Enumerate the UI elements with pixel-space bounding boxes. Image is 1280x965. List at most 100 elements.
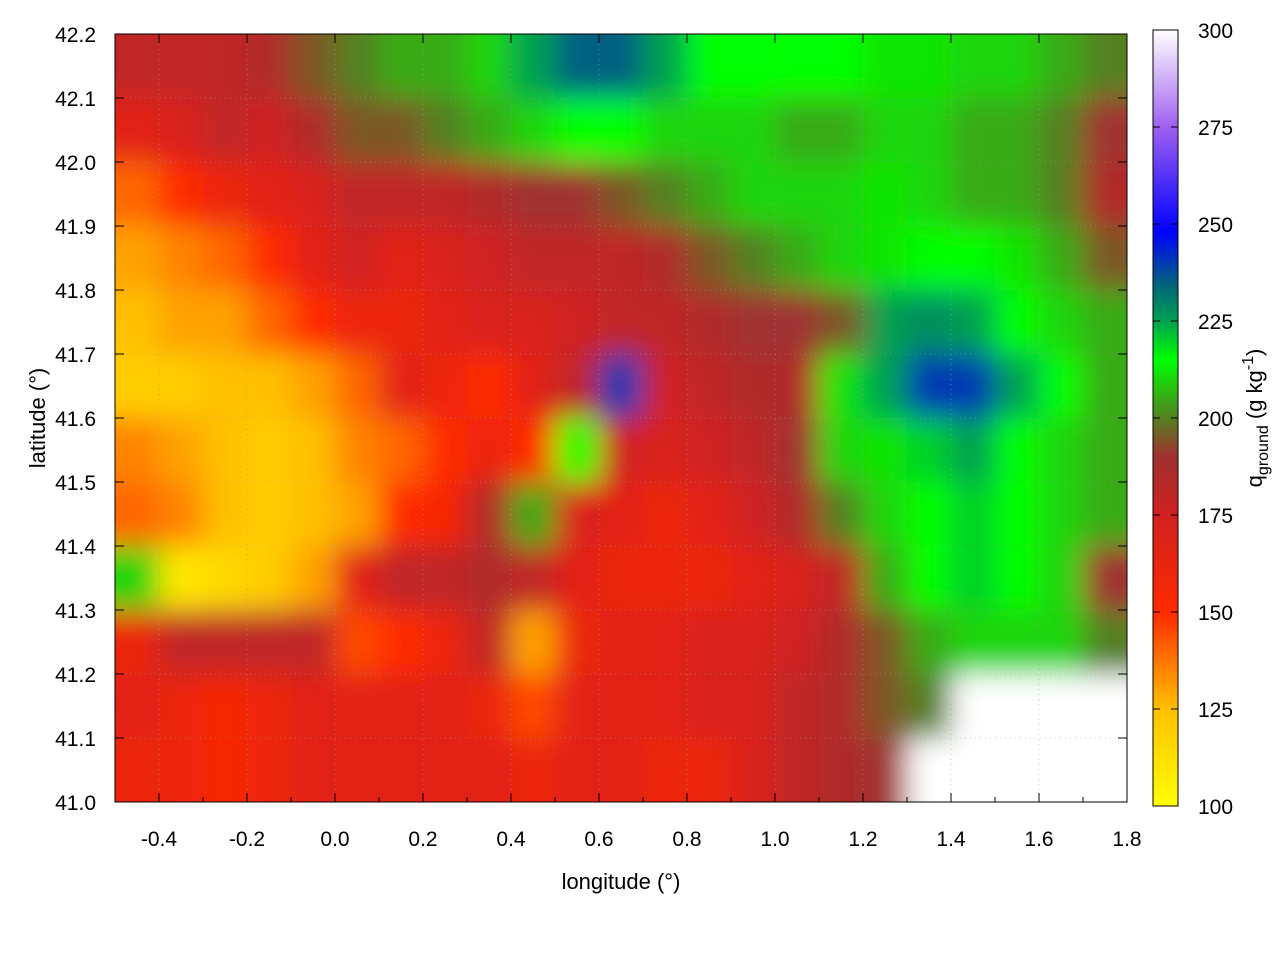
- heatmap-cell: [467, 418, 512, 483]
- heatmap-cell: [907, 546, 952, 611]
- heatmap-cell: [335, 34, 380, 99]
- heatmap-cell: [951, 546, 996, 611]
- heatmap-cell: [687, 546, 732, 611]
- heatmap-cell: [599, 610, 644, 675]
- heatmap-cell: [247, 34, 292, 99]
- heatmap-cell: [423, 98, 468, 163]
- heatmap-cell: [1039, 738, 1084, 802]
- heatmap-cell: [1083, 674, 1127, 739]
- heatmap-cell: [731, 674, 776, 739]
- y-axis-label: latitude (°): [25, 368, 50, 469]
- colorbar-tick-label: 175: [1198, 505, 1233, 528]
- x-tick-label: 0.8: [672, 828, 701, 851]
- heatmap-cell: [511, 354, 556, 419]
- heatmap-cell: [511, 98, 556, 163]
- heatmap-cell: [159, 98, 204, 163]
- heatmap-cell: [687, 610, 732, 675]
- heatmap-cell: [687, 418, 732, 483]
- heatmap-cell: [555, 674, 600, 739]
- heatmap-cell: [247, 418, 292, 483]
- heatmap-cell: [467, 34, 512, 99]
- heatmap-cell: [687, 482, 732, 547]
- heatmap-cell: [467, 162, 512, 227]
- heatmap-cell: [863, 482, 908, 547]
- heatmap-cell: [511, 418, 556, 483]
- heatmap-cell: [951, 290, 996, 355]
- heatmap-cell: [467, 546, 512, 611]
- heatmap-cell: [247, 354, 292, 419]
- heatmap-cell: [643, 418, 688, 483]
- heatmap-cell: [335, 546, 380, 611]
- heatmap-cell: [467, 738, 512, 802]
- heatmap-cell: [951, 226, 996, 291]
- heatmap-cell: [731, 162, 776, 227]
- heatmap-cell: [731, 226, 776, 291]
- heatmap-cell: [1039, 226, 1084, 291]
- heatmap-cell: [115, 418, 160, 483]
- heatmap-cell: [643, 610, 688, 675]
- heatmap-cell: [423, 418, 468, 483]
- heatmap-cell: [1083, 610, 1127, 675]
- heatmap-cell: [819, 98, 864, 163]
- heatmap-cell: [335, 610, 380, 675]
- heatmap-cell: [291, 354, 336, 419]
- heatmap-cell: [555, 610, 600, 675]
- heatmap-cell: [995, 674, 1040, 739]
- heatmap-cell: [907, 610, 952, 675]
- heatmap-cell: [1039, 418, 1084, 483]
- heatmap-cell: [907, 226, 952, 291]
- heatmap-cell: [907, 162, 952, 227]
- heatmap-cell: [643, 738, 688, 802]
- heatmap-cell: [995, 610, 1040, 675]
- heatmap-cell: [247, 162, 292, 227]
- heatmap-cell: [335, 162, 380, 227]
- heatmap-cell: [335, 674, 380, 739]
- heatmap-cell: [731, 546, 776, 611]
- heatmap-cell: [467, 226, 512, 291]
- heatmap-cell: [643, 290, 688, 355]
- heatmap-cell: [599, 290, 644, 355]
- heatmap-cell: [115, 354, 160, 419]
- heatmap-cell: [775, 162, 820, 227]
- heatmap-cell: [731, 610, 776, 675]
- heatmap-cell: [511, 290, 556, 355]
- heatmap-cell: [203, 418, 248, 483]
- heatmap-cell: [687, 226, 732, 291]
- heatmap-cell: [203, 162, 248, 227]
- heatmap-cell: [203, 354, 248, 419]
- heatmap-cell: [379, 738, 424, 802]
- heatmap-cell: [379, 418, 424, 483]
- heatmap-cell: [291, 738, 336, 802]
- heatmap-cell: [291, 546, 336, 611]
- heatmap-cell: [247, 98, 292, 163]
- heatmap-cell: [731, 98, 776, 163]
- heatmap-cell: [863, 610, 908, 675]
- heatmap-cell: [1039, 610, 1084, 675]
- heatmap-cell: [423, 34, 468, 99]
- heatmap-cell: [379, 290, 424, 355]
- y-tick-label: 41.1: [55, 728, 96, 751]
- heatmap-cell: [775, 226, 820, 291]
- heatmap-cell: [467, 482, 512, 547]
- colorbar-label: qground (g kg-1): [1240, 349, 1272, 488]
- heatmap-cell: [247, 482, 292, 547]
- heatmap-cell: [1083, 418, 1127, 483]
- heatmap-cell: [335, 418, 380, 483]
- heatmap-cell: [775, 738, 820, 802]
- heatmap-cell: [907, 674, 952, 739]
- heatmap-cell: [643, 674, 688, 739]
- heatmap-cell: [115, 162, 160, 227]
- heatmap-cell: [863, 354, 908, 419]
- y-tick-label: 41.7: [55, 344, 96, 367]
- colorbar-tick-label: 275: [1198, 117, 1233, 140]
- heatmap-cell: [599, 162, 644, 227]
- y-tick-label: 41.0: [55, 792, 96, 815]
- heatmap-cell: [291, 290, 336, 355]
- heatmap-cell: [775, 290, 820, 355]
- heatmap-cell: [555, 482, 600, 547]
- colorbar-tick-label: 200: [1198, 408, 1233, 431]
- heatmap-cell: [159, 34, 204, 99]
- heatmap-cell: [1083, 98, 1127, 163]
- colorbar-tick-label: 250: [1198, 214, 1233, 237]
